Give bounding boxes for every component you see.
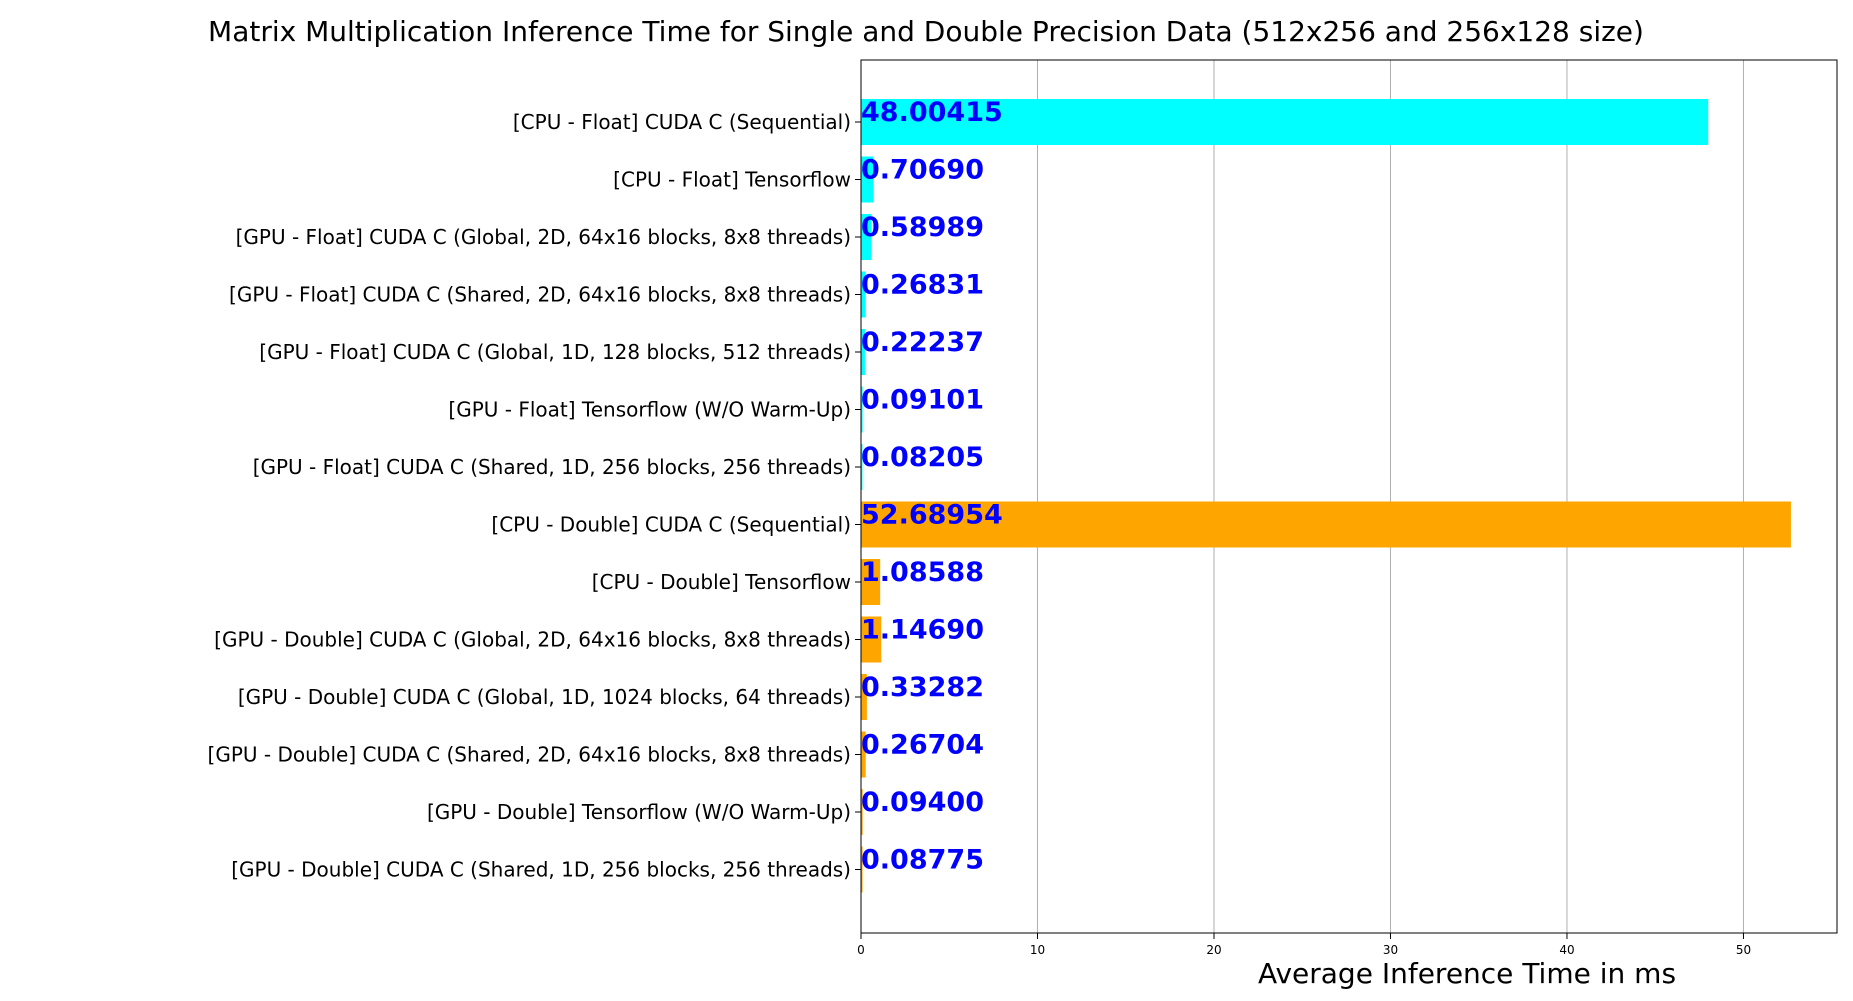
- value-label: 48.00415: [861, 97, 1003, 128]
- bar: [861, 789, 863, 835]
- category-label: [GPU - Double] CUDA C (Global, 2D, 64x16…: [214, 628, 851, 652]
- value-label: 0.70690: [861, 155, 984, 186]
- category-label: [GPU - Double] CUDA C (Shared, 1D, 256 b…: [231, 858, 851, 882]
- category-label: [GPU - Double] CUDA C (Shared, 2D, 64x16…: [208, 743, 851, 767]
- value-label: 0.08775: [861, 845, 984, 876]
- value-labels: 48.00415 0.70690 0.58989 0.26831 0.22237 0.09…: [861, 97, 1003, 876]
- value-label: 0.22237: [861, 327, 984, 358]
- category-label: [GPU - Float] CUDA C (Global, 1D, 128 bl…: [259, 340, 851, 364]
- x-axis-label: Average Inference Time in ms: [1258, 957, 1676, 990]
- chart-title: Matrix Multiplication Inference Time for…: [208, 15, 1644, 48]
- category-label: [GPU - Double] CUDA C (Global, 1D, 1024 …: [238, 685, 851, 709]
- bar: [861, 329, 865, 375]
- x-tick-label: 40: [1559, 943, 1574, 957]
- value-label: 0.09101: [861, 385, 984, 416]
- x-tick-label: 50: [1736, 943, 1751, 957]
- bar: [861, 559, 881, 605]
- category-label: [CPU - Double] Tensorflow: [592, 570, 851, 594]
- bar: [861, 386, 863, 433]
- bar: [861, 616, 882, 663]
- value-label: 0.08205: [861, 442, 984, 473]
- bar: [861, 444, 863, 490]
- bar: [861, 846, 863, 893]
- y-axis-labels: [CPU - Float] CUDA C (Sequential) [CPU - …: [208, 110, 861, 882]
- category-label: [CPU - Float] Tensorflow: [613, 168, 851, 192]
- plot-frame: [860, 59, 1838, 934]
- x-tick-label: 0: [857, 943, 865, 957]
- bar: [861, 731, 866, 778]
- bar: [861, 99, 1709, 145]
- value-label: 0.26704: [861, 730, 984, 761]
- bar: [861, 214, 872, 260]
- x-tick-label: 20: [1206, 943, 1221, 957]
- category-label: [GPU - Double] Tensorflow (W/O Warm-Up): [427, 800, 851, 824]
- bar: [861, 674, 867, 720]
- category-label: [CPU - Float] CUDA C (Sequential): [513, 110, 851, 134]
- x-tick-label: 10: [1030, 943, 1045, 957]
- bar: [861, 156, 874, 203]
- value-label: 52.68954: [861, 500, 1003, 531]
- category-label: [GPU - Float] CUDA C (Shared, 1D, 256 bl…: [253, 455, 851, 479]
- category-label: [GPU - Float] CUDA C (Global, 2D, 64x16 …: [236, 225, 851, 249]
- category-label: [CPU - Double] CUDA C (Sequential): [491, 513, 851, 537]
- value-label: 0.26831: [861, 270, 984, 301]
- bar: [861, 271, 866, 318]
- value-label: 0.33282: [861, 672, 984, 703]
- category-label: [GPU - Float] CUDA C (Shared, 2D, 64x16 …: [229, 283, 851, 307]
- x-axis-ticks: 0 10 20 30 40 50: [857, 933, 1751, 957]
- value-label: 0.09400: [861, 787, 984, 818]
- value-label: 0.58989: [861, 212, 984, 243]
- category-label: [GPU - Float] Tensorflow (W/O Warm-Up): [448, 398, 851, 422]
- bar-layer: [861, 99, 1791, 893]
- value-label: 1.08588: [861, 557, 984, 588]
- value-label: 1.14690: [861, 615, 984, 646]
- grid-layer: [1036, 60, 1744, 933]
- x-tick-label: 30: [1383, 943, 1398, 957]
- bar: [861, 501, 1791, 548]
